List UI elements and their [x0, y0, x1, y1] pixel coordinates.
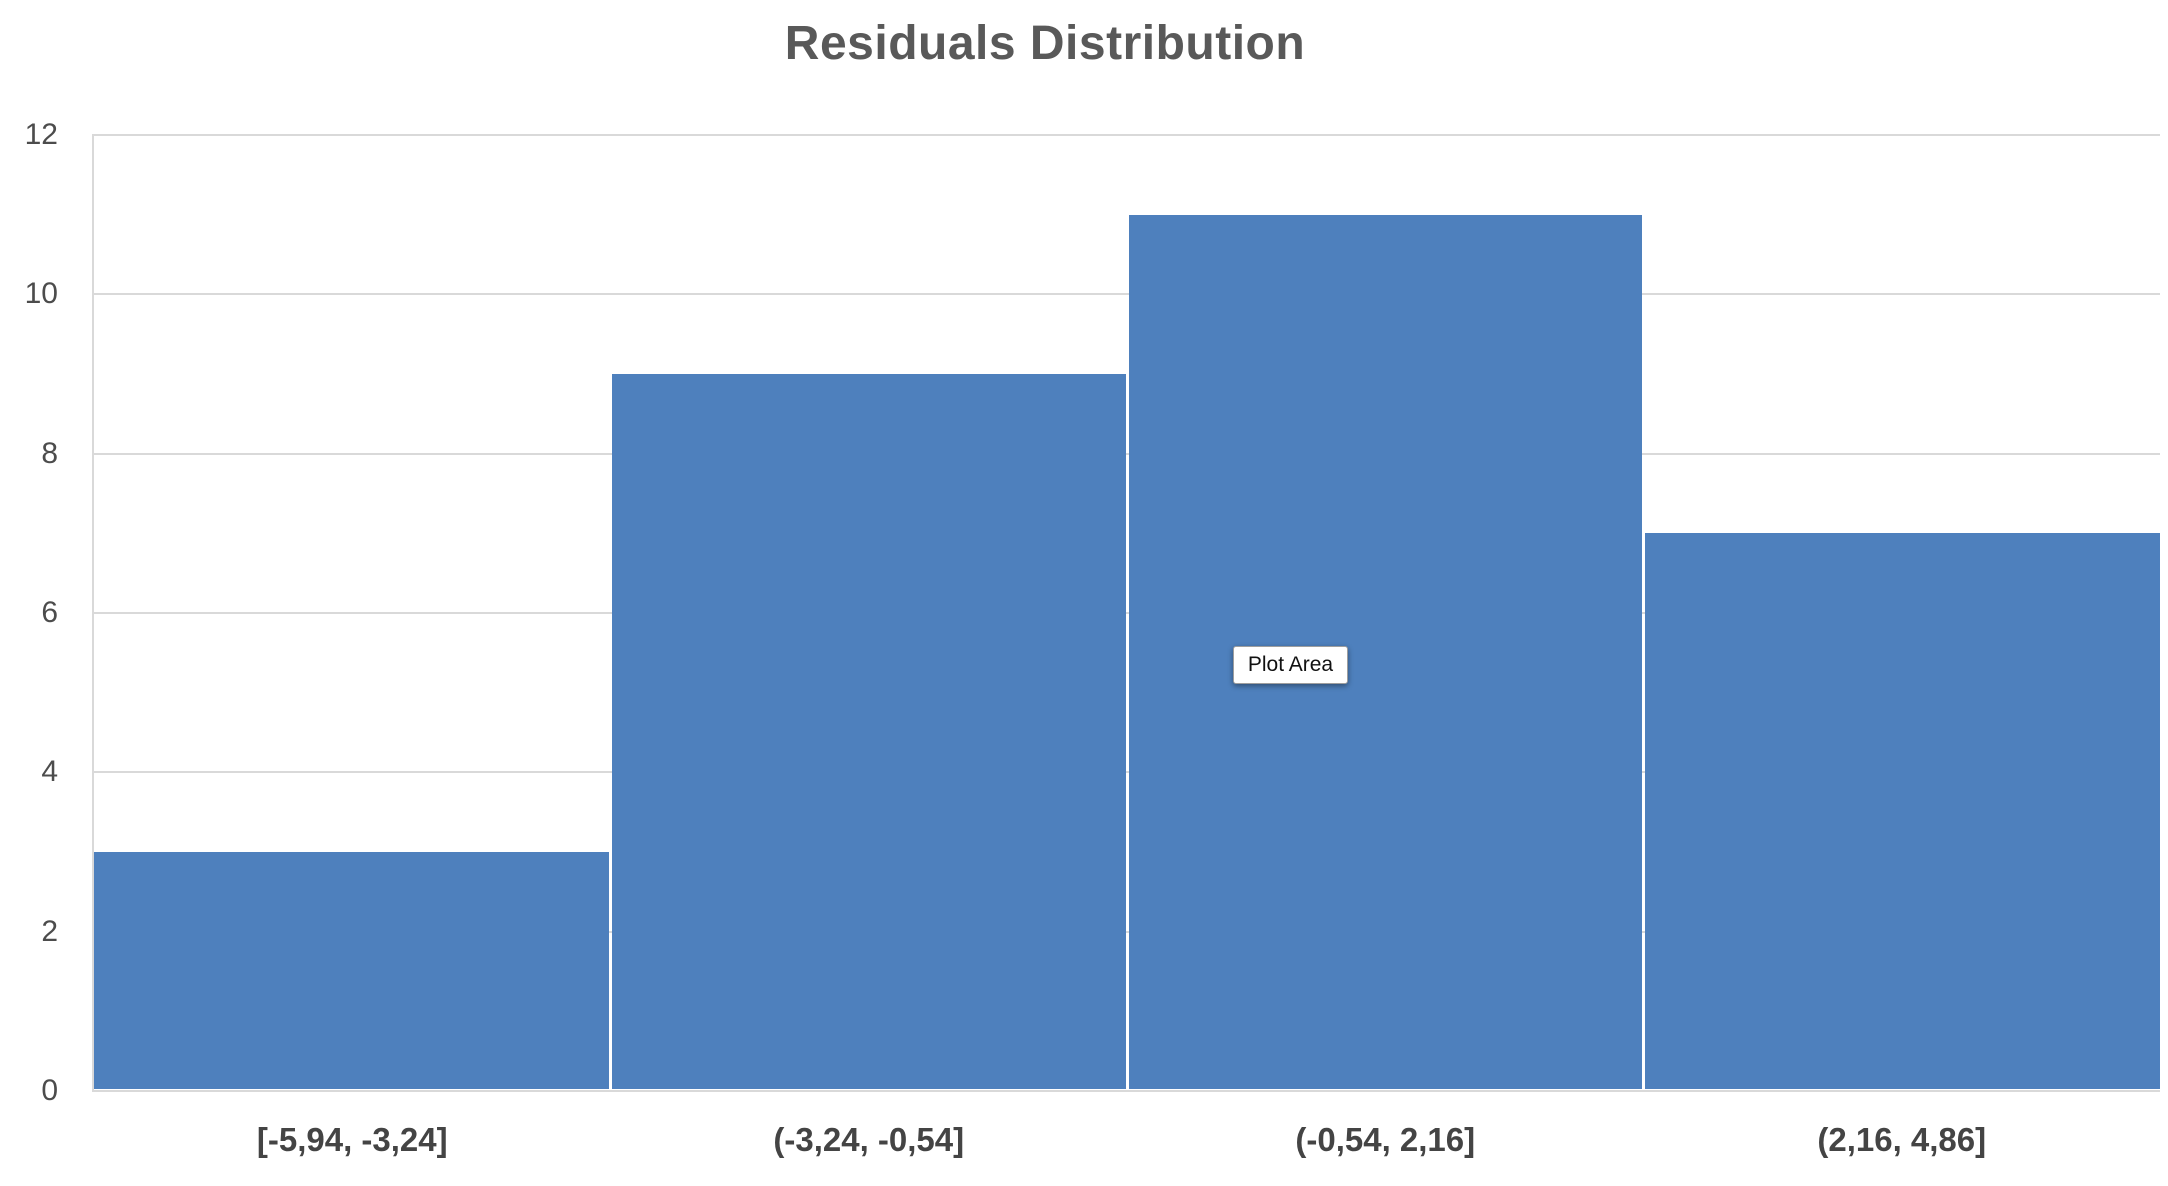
gridline: [92, 293, 2160, 296]
y-tick-label: 4: [41, 755, 58, 789]
x-tick-label: (-3,24, -0,54]: [773, 1121, 965, 1158]
x-tick-label: [-5,94, -3,24]: [256, 1121, 448, 1158]
histogram-bar[interactable]: [94, 852, 609, 1089]
y-tick-label: 12: [24, 118, 58, 151]
gridline: [92, 452, 2160, 455]
plot-area-tooltip: Plot Area: [1233, 646, 1348, 684]
y-tick-label: 6: [41, 596, 58, 629]
gridline: [92, 771, 2160, 774]
gridline: [92, 930, 2160, 933]
chart-title: Residuals Distribution: [784, 17, 1306, 70]
y-tick-label: 10: [24, 277, 58, 311]
x-axis-line: [92, 1090, 2160, 1092]
y-tick-label: 8: [41, 436, 58, 470]
x-tick-label: (-0,54, 2,16]: [1295, 1121, 1476, 1158]
gridline: [92, 134, 2160, 136]
x-tick-label: (2,16, 4,86]: [1817, 1121, 1987, 1158]
y-tick-label: 0: [41, 1074, 58, 1107]
y-axis-line: [92, 135, 94, 1092]
histogram-bar[interactable]: [1645, 533, 2160, 1089]
histogram-bar[interactable]: [612, 374, 1126, 1089]
y-tick-label: 2: [41, 914, 58, 948]
histogram-bar[interactable]: [1128, 214, 1642, 1089]
gridline: [92, 612, 2160, 614]
tooltip-label: Plot Area: [1247, 653, 1334, 676]
